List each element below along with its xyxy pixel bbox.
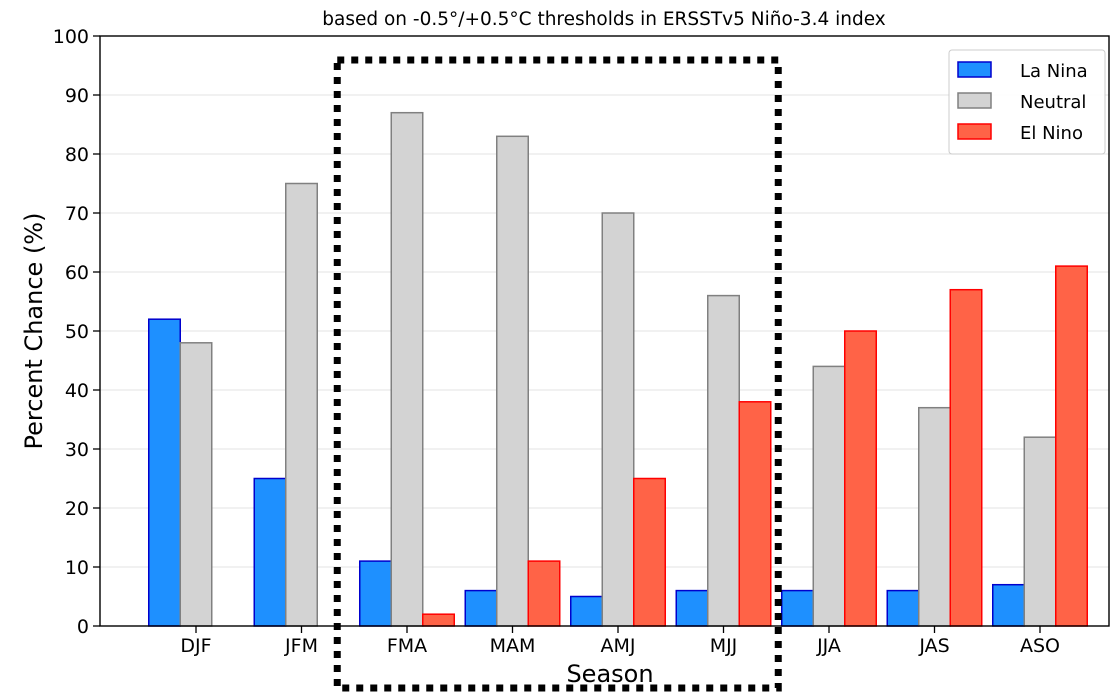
y-tick-label: 70 — [65, 203, 89, 225]
legend-label: La Nina — [1020, 61, 1088, 82]
bar — [675, 589, 709, 627]
y-axis: 0 10 20 30 40 50 60 70 80 90 100 — [53, 26, 100, 638]
x-tick-label: AMJ — [601, 635, 636, 657]
x-tick-label: MAM — [490, 635, 536, 657]
bar — [707, 294, 740, 627]
x-tick-label: FMA — [387, 635, 427, 657]
bar — [179, 342, 213, 627]
bar — [781, 589, 814, 627]
x-tick-label: MJJ — [710, 635, 738, 657]
bars — [148, 111, 1088, 627]
bar — [422, 613, 455, 627]
legend-swatch — [957, 123, 992, 140]
legend-swatch — [957, 61, 992, 78]
bar — [949, 288, 983, 627]
y-tick-label: 50 — [65, 321, 89, 343]
bar — [812, 365, 846, 627]
bar — [464, 589, 498, 627]
y-tick-label: 40 — [65, 380, 89, 402]
legend-label: El Nino — [1020, 123, 1083, 144]
bar — [886, 589, 920, 627]
y-tick-label: 100 — [53, 26, 89, 48]
y-tick-label: 30 — [65, 439, 89, 461]
bar — [496, 135, 529, 627]
x-tick-label: JJA — [816, 635, 841, 657]
bar — [285, 182, 318, 627]
x-tick-label: JAS — [918, 635, 949, 657]
legend-swatch — [957, 92, 992, 109]
chart-title: based on -0.5°/+0.5°C thresholds in ERSS… — [322, 9, 886, 30]
bar — [992, 583, 1025, 627]
y-tick-label: 10 — [65, 557, 89, 579]
y-tick-label: 0 — [77, 616, 89, 638]
legend: La Nina Neutral El Nino — [948, 49, 1106, 155]
y-tick-label: 60 — [65, 262, 89, 284]
bar — [1055, 265, 1088, 627]
bar — [570, 595, 603, 627]
y-tick-label: 20 — [65, 498, 89, 520]
y-tick-label: 80 — [65, 144, 89, 166]
bar — [253, 477, 287, 627]
x-axis: DJF JFM FMA MAM AMJ MJJ JJA JAS ASO — [180, 626, 1060, 657]
legend-label: Neutral — [1020, 92, 1086, 113]
bar — [738, 401, 772, 627]
bar — [390, 111, 424, 627]
y-tick-label: 90 — [65, 85, 89, 107]
bar — [1023, 436, 1057, 627]
bar — [633, 477, 666, 627]
bar — [359, 560, 392, 627]
bar — [148, 318, 181, 627]
bar — [601, 212, 635, 627]
x-tick-label: JFM — [284, 635, 318, 657]
bar — [918, 406, 951, 627]
x-axis-label: Season — [566, 660, 653, 688]
bar — [527, 560, 561, 627]
x-tick-label: ASO — [1020, 635, 1060, 657]
bar — [844, 330, 877, 627]
x-tick-label: DJF — [180, 635, 211, 657]
highlight-box — [333, 56, 782, 692]
y-axis-label: Percent Chance (%) — [20, 213, 48, 450]
